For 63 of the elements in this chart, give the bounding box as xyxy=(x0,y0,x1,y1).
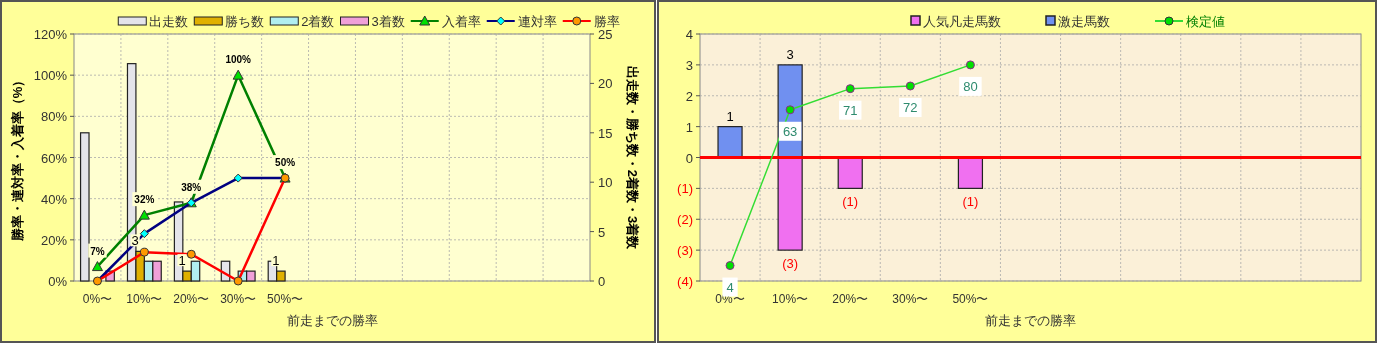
x-tick-label: 20%〜 xyxy=(173,292,210,306)
data-label: 80 xyxy=(963,78,978,94)
data-label: (1) xyxy=(962,194,979,210)
x-tick-label: 0%〜 xyxy=(82,292,113,306)
legend-label: 検定値 xyxy=(1186,14,1225,29)
legend-label: 人気凡走馬数 xyxy=(923,14,1001,29)
data-label: (3) xyxy=(782,256,799,272)
y-tick-label: 20% xyxy=(40,232,68,248)
y-tick-label: (2) xyxy=(677,212,693,228)
data-label: 72 xyxy=(903,100,918,116)
legend-label: 激走馬数 xyxy=(1058,14,1110,29)
y-axis-title: 勝率・連対率・入着率（%） xyxy=(10,73,25,243)
y-tick-label: (1) xyxy=(677,181,693,197)
y-tick-label: 0% xyxy=(48,274,68,289)
data-label: 3 xyxy=(131,233,139,249)
data-label: 4 xyxy=(726,279,734,295)
y2-tick-label: 5 xyxy=(598,224,606,240)
y-tick-label: 0 xyxy=(685,150,693,166)
x-tick-label: 10%〜 xyxy=(126,292,163,306)
x-axis-title: 前走までの勝率 xyxy=(286,313,378,328)
data-label: 50% xyxy=(275,157,296,169)
data-label: 63 xyxy=(782,123,798,139)
x-tick-label: 50%〜 xyxy=(267,292,304,306)
data-label: 7% xyxy=(90,245,105,257)
data-label: 3 xyxy=(786,46,794,62)
data-label: 1 xyxy=(178,253,186,269)
y-tick-label: 3 xyxy=(685,57,693,73)
data-label: 1 xyxy=(726,108,734,124)
x-axis-title: 前走までの勝率 xyxy=(985,313,1076,328)
y2-tick-label: 0 xyxy=(598,274,606,289)
data-label: 38% xyxy=(181,181,202,193)
data-label: (1) xyxy=(842,194,859,210)
x-tick-label: 30%〜 xyxy=(892,292,929,306)
legend-label: 2着数 xyxy=(301,14,335,29)
y2-tick-label: 15 xyxy=(598,125,613,141)
x-tick-label: 50%〜 xyxy=(952,292,989,306)
y-tick-label: 100% xyxy=(33,68,68,84)
y-tick-label: 80% xyxy=(40,109,68,125)
legend-label: 3着数 xyxy=(371,14,405,29)
x-tick-label: 10%〜 xyxy=(772,292,809,306)
legend-label: 勝ち数 xyxy=(225,14,265,29)
y2-axis-title: 出走数・勝ち数・2着数・3着数 xyxy=(625,65,640,251)
data-label: 32% xyxy=(134,194,155,206)
data-label: 71 xyxy=(842,102,858,118)
y-tick-label: 120% xyxy=(33,27,68,42)
y-tick-label: 40% xyxy=(40,191,68,207)
data-label: 100% xyxy=(225,54,252,66)
y-tick-label: (3) xyxy=(677,243,693,259)
y2-tick-label: 20 xyxy=(598,76,613,92)
y-tick-label: 60% xyxy=(40,150,68,166)
data-label: 1 xyxy=(272,253,280,269)
legend-label: 入着率 xyxy=(441,14,481,29)
y-tick-label: 2 xyxy=(685,88,693,104)
legend-label: 連対率 xyxy=(517,14,557,29)
y2-tick-label: 25 xyxy=(598,27,613,42)
legend-label: 勝率 xyxy=(593,14,620,29)
y-tick-label: 4 xyxy=(685,27,693,42)
y-tick-label: (4) xyxy=(677,274,693,289)
x-tick-label: 30%〜 xyxy=(220,292,257,306)
x-tick-label: 20%〜 xyxy=(832,292,869,306)
y-tick-label: 1 xyxy=(685,119,693,135)
y2-tick-label: 10 xyxy=(598,175,613,191)
legend-label: 出走数 xyxy=(149,14,189,29)
